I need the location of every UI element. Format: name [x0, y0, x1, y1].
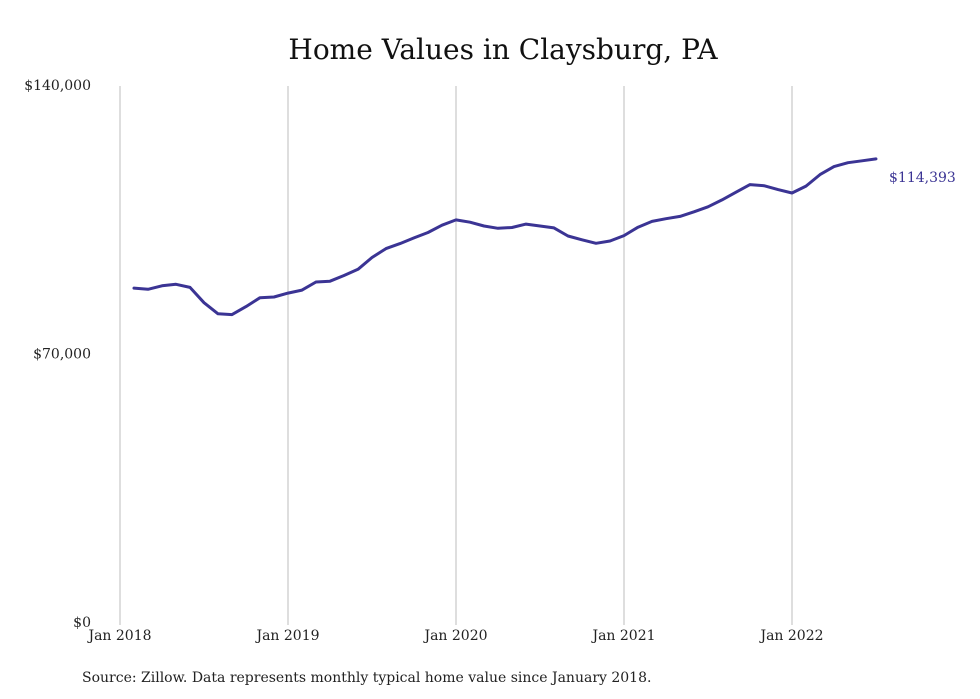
data-point — [692, 210, 696, 213]
data-point — [440, 224, 444, 227]
data-point — [678, 215, 682, 218]
data-point — [664, 217, 668, 220]
data-point — [342, 274, 346, 277]
data-point — [216, 312, 220, 315]
data-point — [552, 226, 556, 230]
series-line — [132, 157, 878, 317]
x-tick-label: Jan 2018 — [86, 628, 151, 644]
data-point — [160, 284, 164, 287]
x-tick-label: Jan 2022 — [758, 628, 823, 644]
data-point — [818, 173, 822, 176]
data-point — [244, 305, 248, 308]
data-point — [580, 238, 584, 241]
data-point — [286, 291, 290, 295]
data-point — [762, 184, 766, 187]
data-point — [496, 227, 500, 230]
data-point — [874, 157, 878, 161]
data-point — [706, 205, 710, 208]
data-point — [370, 256, 374, 259]
data-point — [328, 280, 332, 283]
source-note: Source: Zillow. Data represents monthly … — [82, 670, 651, 686]
data-point — [594, 242, 598, 245]
data-point — [804, 184, 808, 188]
data-point — [468, 221, 472, 224]
data-point — [482, 224, 486, 228]
y-tick-label: $70,000 — [33, 347, 91, 363]
data-point — [790, 191, 794, 195]
data-point — [608, 239, 612, 243]
data-point — [622, 234, 626, 237]
data-point — [202, 301, 206, 304]
data-point — [454, 218, 458, 222]
data-point — [860, 159, 864, 162]
chart-title: Home Values in Claysburg, PA — [288, 33, 718, 66]
data-point — [188, 286, 192, 289]
data-point — [314, 280, 318, 284]
data-point — [426, 231, 430, 234]
end-value-label: $114,393 — [889, 170, 956, 186]
x-tick-label: Jan 2020 — [422, 628, 487, 644]
data-point — [174, 283, 178, 286]
data-point — [524, 222, 528, 226]
data-point — [650, 220, 654, 223]
data-point — [412, 236, 416, 240]
data-point — [566, 234, 570, 238]
data-point — [510, 226, 514, 229]
data-point — [132, 286, 136, 290]
data-point — [720, 198, 724, 202]
gridlines — [119, 86, 793, 625]
data-point — [258, 296, 262, 299]
data-point — [384, 247, 388, 250]
data-point — [230, 313, 234, 316]
data-point — [398, 242, 402, 245]
data-point — [734, 191, 738, 194]
data-point — [300, 288, 304, 292]
data-point — [832, 165, 836, 168]
data-point — [146, 288, 150, 291]
data-point — [846, 161, 850, 164]
y-tick-label: $140,000 — [24, 78, 91, 94]
data-point — [776, 188, 780, 191]
data-point — [538, 224, 542, 228]
data-point — [636, 226, 640, 229]
y-axis-ticks: $0 $70,000 $140,000 — [24, 78, 91, 631]
y-tick-label: $0 — [73, 615, 91, 631]
data-point — [272, 295, 276, 299]
x-axis-ticks: Jan 2018 Jan 2019 Jan 2020 Jan 2021 Jan 2022 — [86, 628, 823, 644]
data-point — [748, 183, 752, 186]
data-point — [356, 268, 360, 271]
series-group — [132, 157, 878, 317]
x-tick-label: Jan 2021 — [590, 628, 655, 644]
x-tick-label: Jan 2019 — [254, 628, 319, 644]
